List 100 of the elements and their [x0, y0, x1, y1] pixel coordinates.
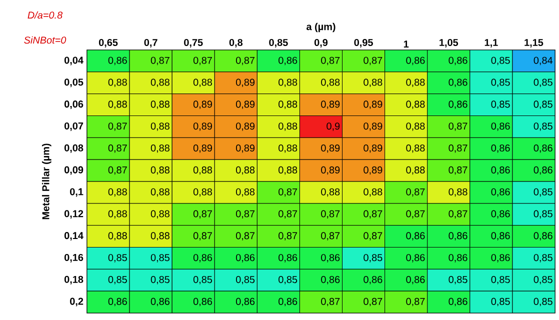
data-label: 0,85	[491, 56, 510, 66]
data-label: 0,89	[236, 78, 255, 87]
data-label: 0,86	[406, 276, 425, 284]
data-label: 0,88	[364, 188, 382, 197]
data-label: 0,86	[448, 56, 468, 66]
data-label: 0,86	[491, 188, 510, 197]
x-tick-label: 1,15	[524, 39, 544, 48]
data-label: 0,86	[491, 144, 510, 153]
data-label: 0,88	[321, 78, 340, 87]
data-label: 0,86	[534, 144, 552, 153]
data-label: 0,86	[448, 78, 468, 87]
data-label: 0,85	[491, 100, 510, 109]
data-label: 0,88	[108, 78, 127, 87]
data-label: 0,88	[321, 188, 340, 197]
data-label: 0,85	[534, 254, 552, 262]
data-label: 0,86	[406, 56, 425, 66]
data-label: 0,88	[278, 144, 298, 153]
data-label: 0,88	[108, 232, 127, 240]
y-tick-label: 0,04	[64, 56, 84, 66]
data-label: 0,88	[406, 166, 425, 175]
data-label: 0,84	[534, 56, 553, 66]
data-label: 0,88	[278, 78, 298, 87]
data-label: 0,85	[534, 100, 552, 109]
data-label: 0,86	[278, 254, 298, 262]
data-label: 0,88	[448, 188, 468, 197]
data-label: 0,88	[278, 100, 298, 109]
data-label: 0,85	[534, 298, 552, 306]
data-label: 0,86	[321, 254, 340, 262]
data-label: 0,87	[406, 188, 425, 197]
x-tick-label: 0,7	[144, 38, 158, 48]
data-label: 0,87	[364, 56, 382, 66]
y-tick-label: 0,16	[64, 254, 84, 262]
data-label: 0,88	[150, 210, 170, 218]
data-label: 0,89	[193, 100, 212, 109]
data-label: 0,88	[278, 166, 298, 175]
data-label: 0,86	[193, 298, 212, 306]
data-label: 0,88	[193, 166, 212, 175]
data-label: 0,87	[236, 232, 254, 240]
data-label: 0,85	[534, 210, 552, 218]
data-label: 0,88	[108, 210, 127, 218]
data-label: 0,89	[321, 166, 340, 175]
data-label: 0,89	[236, 122, 255, 131]
data-label: 0,88	[108, 100, 127, 109]
data-label: 0,88	[364, 78, 382, 87]
data-label: 0,89	[364, 100, 382, 109]
data-label: 0,87	[321, 210, 340, 218]
data-label: 0,87	[321, 232, 340, 240]
data-label: 0,85	[534, 276, 552, 284]
data-label: 0,86	[364, 276, 382, 284]
data-label: 0,88	[278, 122, 298, 131]
x-tick-label: 1	[404, 40, 409, 48]
data-label: 0,87	[321, 298, 340, 306]
data-label: 0,88	[406, 78, 425, 87]
data-label: 0,87	[406, 298, 425, 306]
data-label: 0,86	[491, 254, 510, 262]
data-label: 0,85	[534, 188, 552, 197]
y-tick-label: 0,2	[70, 298, 84, 306]
data-label: 0,89	[236, 144, 255, 153]
data-label: 0,86	[193, 254, 212, 262]
y-tick-label: 0,06	[64, 100, 84, 110]
data-label: 0,88	[193, 78, 212, 87]
x-axis-title: a (µm)	[306, 22, 336, 32]
data-label: 0,85	[278, 276, 298, 284]
data-label: 0,85	[236, 276, 255, 284]
y-tick-label: 0,1	[70, 188, 84, 197]
data-label: 0,88	[406, 122, 425, 131]
data-label: 0,88	[236, 188, 255, 197]
data-label: 0,87	[193, 56, 212, 66]
x-tick-label: 1,05	[440, 38, 458, 48]
x-tick-label: 1,1	[484, 39, 498, 48]
data-label: 0,89	[321, 144, 340, 153]
data-label: 0,85	[364, 254, 382, 262]
data-label: 0,86	[491, 122, 510, 131]
y-tick-label: 0,14	[64, 232, 84, 241]
data-label: 0,85	[193, 276, 212, 284]
data-label: 0,87	[193, 210, 212, 218]
data-label: 0,88	[150, 188, 170, 197]
y-tick-label: 0,05	[64, 78, 84, 88]
data-label: 0,87	[364, 298, 382, 306]
y-tick-label: 0,09	[64, 166, 84, 175]
data-label: 0,89	[364, 144, 382, 153]
data-label: 0,87	[448, 210, 468, 218]
data-label: 0,86	[491, 210, 510, 218]
data-label: 0,86	[534, 232, 552, 240]
data-label: 0,86	[491, 232, 510, 240]
data-label: 0,89	[321, 100, 340, 109]
data-label: 0,87	[108, 166, 127, 175]
data-label: 0,87	[150, 56, 170, 66]
data-label: 0,88	[406, 100, 425, 109]
data-label: 0,87	[364, 210, 382, 218]
data-label: 0,87	[406, 210, 425, 218]
data-label: 0,85	[108, 276, 127, 284]
data-label: 0,9	[326, 122, 340, 131]
data-label: 0,86	[534, 166, 552, 175]
data-label: 0,87	[364, 232, 382, 240]
y-axis-title: Metal Pillar (µm)	[42, 144, 52, 220]
data-label: 0,89	[364, 122, 382, 131]
data-label: 0,85	[491, 78, 510, 87]
text: D/a=0.8	[28, 11, 63, 19]
y-tick-label: 0,12	[64, 210, 84, 219]
